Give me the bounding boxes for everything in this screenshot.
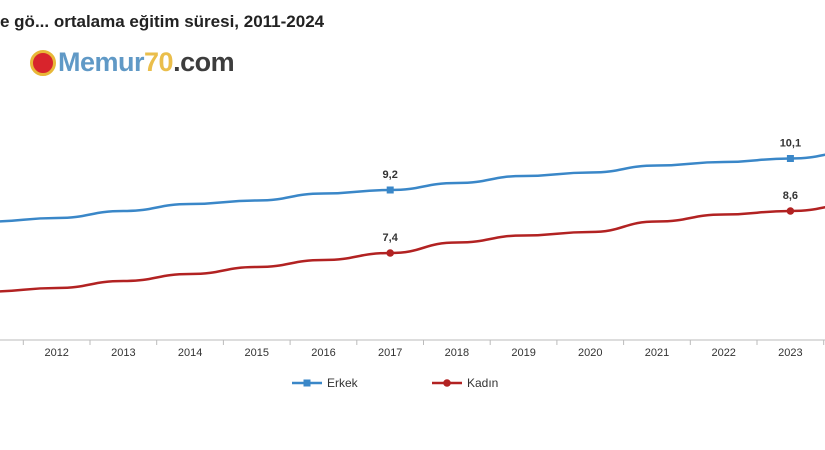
chart-title: e gö... ortalama eğitim süresi, 2011-202… [0,12,325,31]
x-tick-label: 2016 [311,347,335,359]
x-tick-label: 2022 [711,347,735,359]
series-line-erkek [0,153,825,223]
x-tick-label: 2019 [511,347,535,359]
x-tick-label: 2017 [378,347,402,359]
legend-label-kadın: Kadın [467,376,498,390]
data-label: 9,2 [383,169,398,181]
data-label: 7,4 [383,232,399,244]
x-tick-label: 2013 [111,347,135,359]
watermark-text-2: 70 [144,47,174,77]
x-tick-label: 2018 [445,347,469,359]
series-line-kadın [0,205,825,293]
watermark-logo-icon [30,50,56,76]
x-tick-label: 2015 [245,347,269,359]
x-tick-label: 2023 [778,347,802,359]
data-marker [786,155,794,162]
x-tick-label: 2021 [645,347,669,359]
legend-marker [443,379,451,387]
x-tick-label: 2020 [578,347,602,359]
data-marker [386,186,394,194]
watermark-text-1: Memur [58,47,145,77]
legend-label-erkek: Erkek [327,376,359,390]
watermark-text-3: .com [173,47,235,77]
watermark: Memur70.com [30,46,235,78]
x-tick-label: 2014 [178,347,202,359]
data-label: 10,1 [780,138,801,150]
legend-marker [303,379,311,387]
x-tick-label: 2012 [44,347,68,359]
data-marker [386,249,395,257]
data-label: 8,6 [783,190,798,202]
data-marker [786,207,795,215]
